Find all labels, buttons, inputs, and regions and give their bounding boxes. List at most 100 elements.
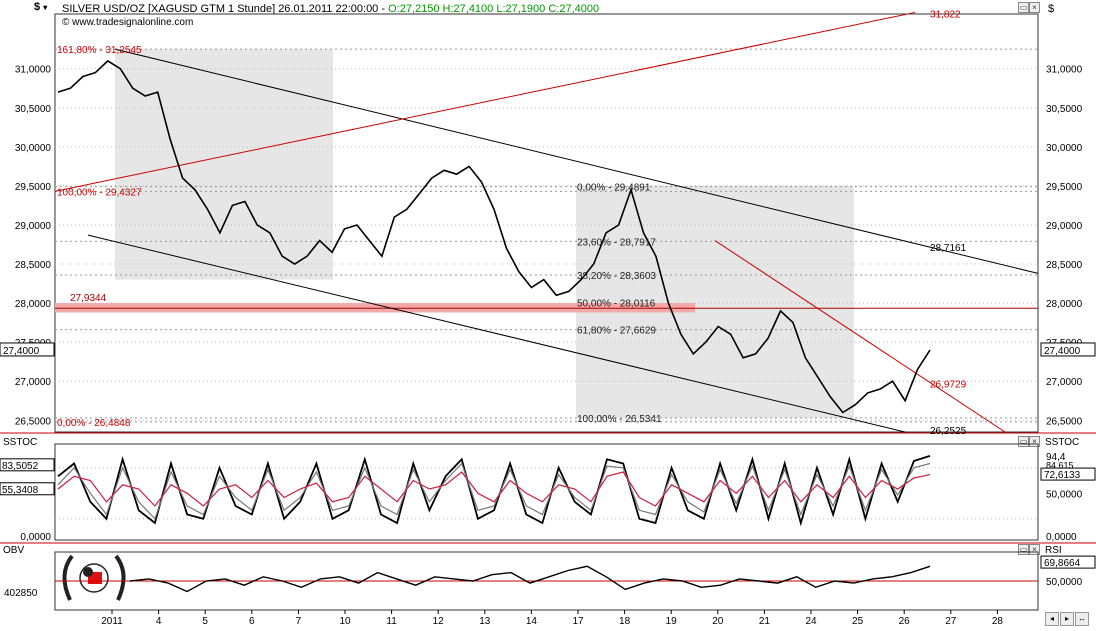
red-down-line: [714, 240, 1006, 433]
x-tick-label: 13: [479, 616, 491, 627]
sstoc-close-button[interactable]: ×: [1029, 436, 1040, 447]
pane-minimize-button[interactable]: ▭: [1018, 2, 1029, 13]
level-label: 28,7161: [930, 243, 967, 254]
price-tick-right: 28,0000: [1046, 299, 1083, 310]
x-tick-label: 2011: [101, 616, 123, 627]
sstoc-tick: 0,0000: [1046, 532, 1077, 543]
fib-label: 50,00% - 28,0116: [577, 298, 656, 309]
x-tick-label: 17: [572, 616, 584, 627]
obv-minimize-button[interactable]: ▭: [1018, 544, 1029, 555]
x-tick-label: 20: [712, 616, 724, 627]
price-tick-right: 29,5000: [1046, 182, 1083, 193]
rsi-tick: 50,0000: [1046, 577, 1083, 588]
sstoc-tick: 50,0000: [1046, 489, 1083, 500]
x-tick-label: 18: [619, 616, 631, 627]
level-label: 31,822: [930, 9, 961, 20]
level-label: 27,9344: [70, 293, 107, 304]
x-tick-label: 12: [433, 616, 445, 627]
sstoc-value-box: [1040, 467, 1096, 481]
rsi-value-box: [1040, 555, 1096, 569]
price-tick-right: 29,0000: [1046, 221, 1083, 232]
obv-value: 402850: [4, 588, 38, 599]
x-tick-label: 5: [202, 616, 208, 627]
price-tick-left: 27,0000: [15, 377, 52, 388]
lower-channel-line: [87, 234, 906, 433]
x-tick-label: 25: [852, 616, 864, 627]
obv-close-button[interactable]: ×: [1029, 544, 1040, 555]
x-tick-label: 7: [296, 616, 302, 627]
red-trend-line: [54, 11, 916, 192]
source-credit: © www.tradesignalonline.com: [62, 17, 194, 28]
price-tick-right: 26,5000: [1046, 416, 1083, 427]
fib-label: 0,00% - 26,4848: [57, 418, 131, 429]
sstoc-label-right: SSTOC: [1045, 437, 1080, 448]
price-pane-frame: [54, 13, 1039, 433]
obv-line: [129, 565, 931, 593]
price-axis-label: $: [1048, 3, 1055, 15]
pane-close-button[interactable]: ×: [1029, 2, 1040, 13]
fib-zone-left: [115, 49, 333, 280]
fib-label: 161,80% - 31,2545: [57, 45, 142, 56]
x-tick-label: 14: [526, 616, 538, 627]
laurel-logo-icon: [62, 554, 126, 601]
fib-label: 0,00% - 29,4891: [577, 183, 651, 194]
price-tick-right: 28,5000: [1046, 260, 1083, 271]
price-tick-left: 28,0000: [15, 299, 52, 310]
price-line: [57, 59, 931, 414]
chart-title: SILVER USD/OZ [XAGUSD GTM 1 Stunde] 26.0…: [62, 3, 386, 15]
price-tick-left: 31,0000: [15, 65, 52, 76]
price-tick-right: 30,0000: [1046, 143, 1083, 154]
fib-label: 38,20% - 28,3603: [577, 271, 656, 282]
sstoc-left-value: 55,3408: [2, 485, 39, 496]
last-price-left: 27,4000: [3, 346, 40, 357]
level-label: 26,9729: [930, 380, 967, 391]
x-tick-label: 28: [992, 616, 1004, 627]
chart-header: SILVER USD/OZ [XAGUSD GTM 1 Stunde] 26.0…: [62, 3, 599, 15]
sstoc-tick-left: 0,0000: [20, 532, 51, 543]
rsi-value: 69,8664: [1044, 558, 1081, 569]
last-price-box-right: [1040, 342, 1096, 357]
sstoc-label-left: SSTOC: [3, 437, 38, 448]
fib-label: 23,60% - 28,7917: [577, 237, 656, 248]
price-tick-right: 27,0000: [1046, 377, 1083, 388]
price-tick-left: 30,5000: [15, 104, 52, 115]
fib-label: 100,00% - 29,4327: [57, 187, 142, 198]
scroll-right-button[interactable]: ▸: [1060, 612, 1074, 626]
price-tick-left: 29,0000: [15, 221, 52, 232]
x-tick-label: 10: [339, 616, 351, 627]
obv-label-left: OBV: [3, 545, 25, 556]
sstoc-left-box: [0, 458, 55, 472]
price-tick-left: 28,5000: [15, 260, 52, 271]
rsi-label-right: RSI: [1045, 545, 1062, 556]
x-tick-label: 4: [156, 616, 162, 627]
x-tick-label: 26: [899, 616, 911, 627]
x-tick-label: 11: [386, 616, 397, 627]
ohlc-values: O:27,2150 H:27,4100 L:27,1900 C:27,4000: [388, 3, 600, 15]
x-tick-label: 24: [805, 616, 817, 627]
x-tick-label: 19: [666, 616, 678, 627]
price-tick-left: 30,0000: [15, 143, 52, 154]
sstoc-series-line: [57, 455, 931, 527]
sstoc-value: 94,4: [1046, 452, 1066, 463]
zoom-button[interactable]: ↔: [1075, 612, 1089, 626]
currency-menu[interactable]: $ ▾: [34, 1, 48, 13]
sstoc-value: 72,6133: [1044, 470, 1081, 481]
scroll-left-button[interactable]: ◂: [1045, 612, 1059, 626]
fib-label: 100,00% - 26,5341: [577, 414, 662, 425]
last-price-box-left: [0, 342, 55, 357]
price-tick-left: 26,5000: [15, 416, 52, 427]
sstoc-pane-frame: [54, 443, 1039, 541]
level-label: 26,2525: [930, 426, 967, 437]
price-tick-right: 31,0000: [1046, 65, 1083, 76]
logo-badge: [52, 548, 136, 608]
x-tick-label: 27: [945, 616, 957, 627]
price-tick-left: 29,5000: [15, 182, 52, 193]
sstoc-left-value: 83,5052: [2, 461, 39, 472]
fib-label: 61,80% - 27,6629: [577, 326, 656, 337]
sstoc-left-box: [0, 482, 55, 496]
upper-channel-line: [114, 48, 1039, 274]
last-price-right: 27,4000: [1044, 346, 1081, 357]
x-tick-label: 6: [249, 616, 255, 627]
sstoc-minimize-button[interactable]: ▭: [1018, 436, 1029, 447]
